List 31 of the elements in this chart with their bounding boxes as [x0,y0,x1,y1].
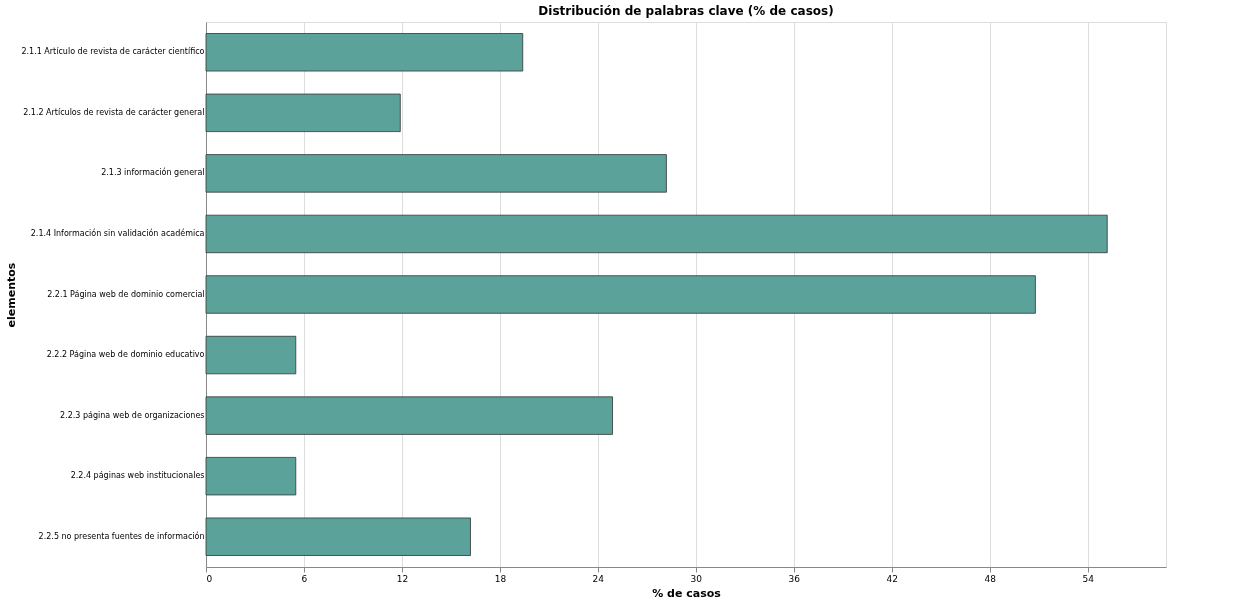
x-tick-label: 30 [690,573,703,584]
y-tick-label: 2.2.1 Página web de dominio comercial [47,289,205,299]
bar [205,335,297,375]
x-axis-title: % de casos [652,586,722,600]
bar [205,214,1108,254]
x-tick-label: 36 [788,573,801,584]
x-tick-label: 54 [1082,573,1095,584]
x-tick-label: 18 [494,573,507,584]
chart-title: Distribución de palabras clave (% de casos) [538,4,834,18]
y-axis-title: elementos [5,262,19,328]
bar [205,33,524,72]
bar [205,396,613,435]
y-tick-label: 2.2.4 páginas web institucionales [70,471,205,481]
y-tick-label: 2.1.2 Artículos de revista de carácter general [23,107,205,117]
x-tick-label: 6 [301,573,308,584]
x-tick-label: 48 [984,573,997,584]
bar [205,154,667,193]
bar [205,517,471,556]
y-tick-label: 2.2.2 Página web de dominio educativo [46,350,205,360]
x-tick-label: 24 [592,573,605,584]
y-tick-label: 2.2.3 página web de organizaciones [60,410,205,420]
bar [205,275,1036,314]
x-tick-label: 42 [886,573,898,584]
bar [205,93,401,133]
y-tick-label: 2.1.3 información general [101,167,205,178]
x-tick-label: 0 [206,573,213,584]
x-tick-label: 12 [396,573,409,584]
y-tick-label: 2.2.5 no presenta fuentes de información [38,530,205,541]
y-tick-label: 2.1.4 Información sin validación académica [30,227,205,238]
y-tick-label: 2.1.1 Artículo de revista de carácter científico [21,47,205,57]
bar [205,456,297,496]
